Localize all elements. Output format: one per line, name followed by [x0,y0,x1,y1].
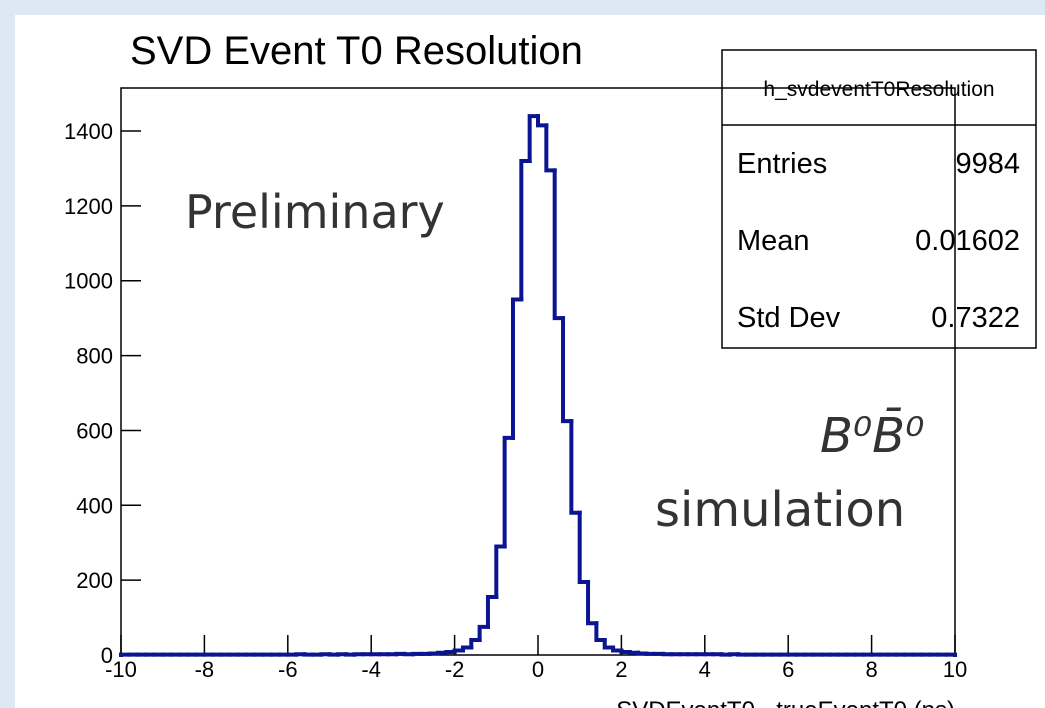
stats-value: 9984 [955,148,1020,180]
y-tick-label: 1200 [64,194,113,219]
stats-label: Mean [737,225,810,257]
y-tick-label: 1000 [64,269,113,294]
x-tick-label: -6 [278,657,298,682]
histogram-bin [561,316,574,424]
histogram-bin [460,645,474,653]
x-tick-label: -4 [361,657,381,682]
x-tick-label: -2 [445,657,465,682]
chart-title: SVD Event T0 Resolution [130,29,583,73]
x-tick-label: 10 [943,657,967,682]
stats-title: h_svdeventT0Resolution [763,78,994,101]
histogram-bin [452,648,465,655]
histogram-bin [602,638,616,650]
histogram-bin [494,544,507,599]
y-tick-label: 800 [76,344,113,369]
annotation: Preliminary [185,185,445,239]
y-tick-label: 1400 [64,119,113,144]
annotation: simulation [655,482,905,538]
histogram-bin [586,580,599,626]
histogram-bin [510,297,524,440]
histogram-bin [636,650,649,656]
x-tick-label: -10 [105,657,137,682]
histogram-bin [577,510,591,585]
stats-value: 0.01602 [915,225,1020,257]
histogram-bin [536,114,549,128]
stats-frame [721,49,1037,349]
histogram-bin [619,648,632,655]
histogram-bin [527,114,540,163]
y-tick-label: 200 [76,568,113,593]
x-tick-label: 0 [532,657,544,682]
histogram-bin [544,123,557,173]
histogram-bin [502,435,515,549]
annotation: B⁰B̄⁰ [820,407,924,464]
histogram-bin [611,645,624,653]
stats-label: Entries [737,148,827,180]
y-tick-label: 600 [76,418,113,443]
y-tick-label: 400 [76,493,113,518]
x-tick-label: 4 [699,657,711,682]
histogram-bin [435,650,449,656]
x-tick-label: 6 [782,657,794,682]
stats-box: h_svdeventT0Resolution [721,49,1037,349]
histogram-bin [569,419,582,515]
stats-label: Std Dev [737,302,841,334]
histogram-bin [552,168,566,321]
histogram-bin [477,624,490,643]
histogram-bin [594,621,607,643]
y-tick-label: 0 [101,643,113,668]
x-tick-label: -8 [195,657,215,682]
histogram-bin [627,650,641,655]
x-tick-label: 8 [865,657,877,682]
x-tick-label: 2 [615,657,627,682]
histogram-bin [485,594,499,629]
stats-value: 0.7322 [931,302,1020,334]
histogram-bin [519,158,532,302]
histogram-bin [469,638,482,650]
histogram-bin [444,650,457,655]
